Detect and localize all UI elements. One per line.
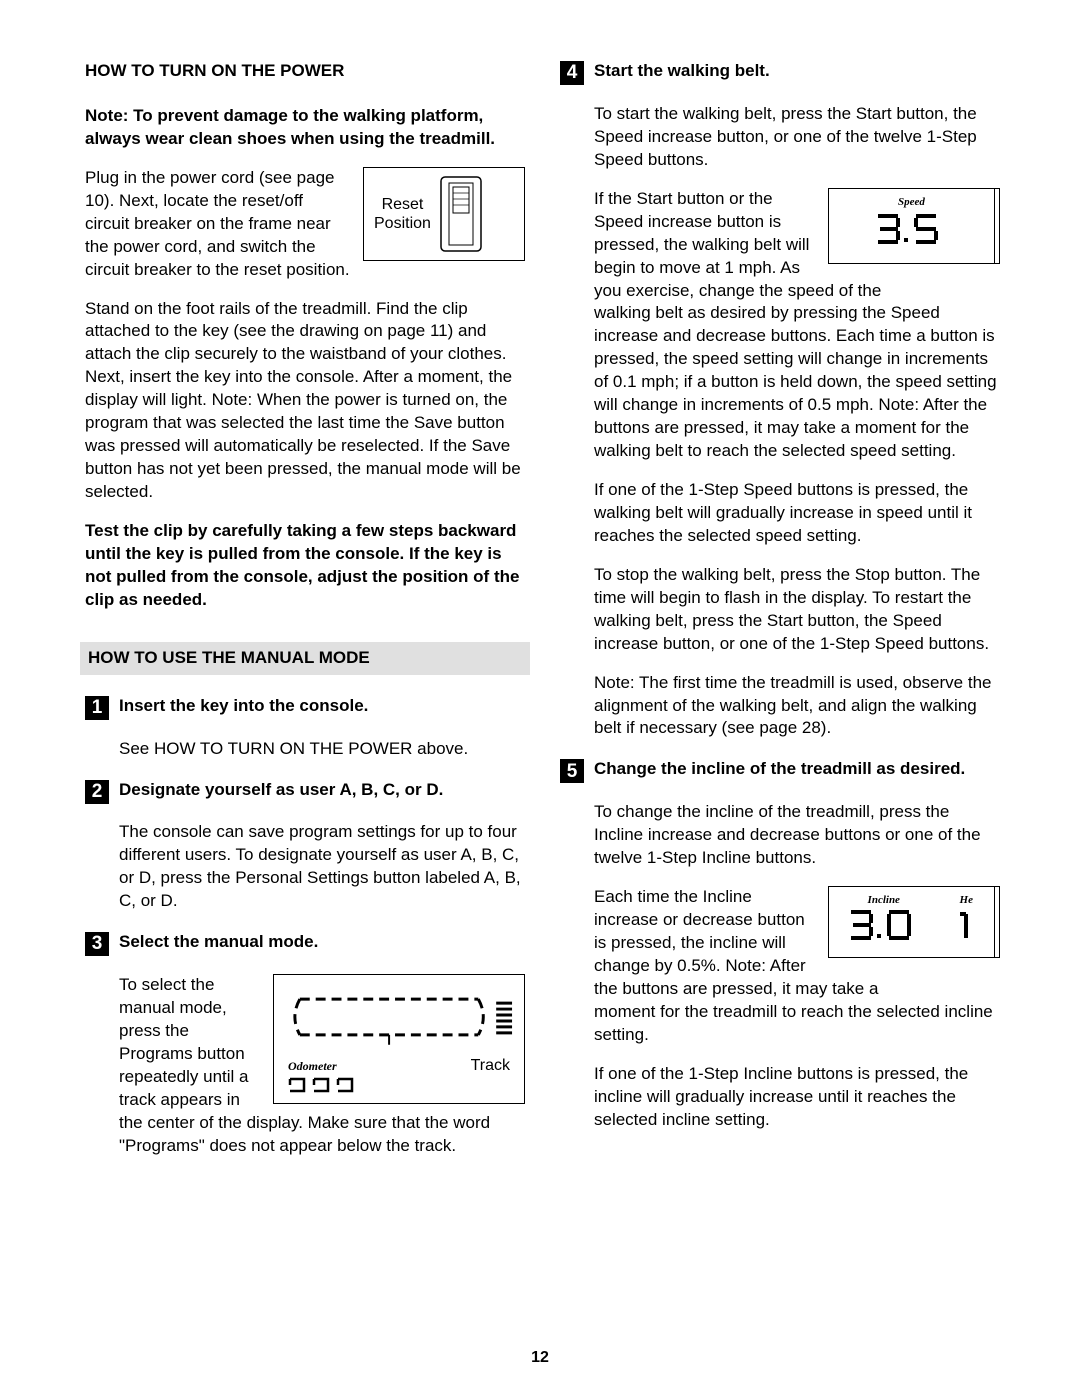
manual-page: HOW TO TURN ON THE POWER Note: To preven… [0, 0, 1080, 1216]
step-2-body: The console can save program settings fo… [119, 821, 525, 913]
speed-caption: Speed [829, 195, 994, 210]
track-icon [280, 981, 518, 1051]
step-5-p3: If one of the 1-Step Incline buttons is … [594, 1063, 1000, 1132]
incline-display-figure: Incline [828, 886, 1000, 958]
step-number: 3 [85, 932, 109, 956]
power-p2: Stand on the foot rails of the treadmill… [85, 298, 525, 504]
step-5-body: To change the incline of the treadmill, … [594, 801, 1000, 1131]
step-title: Insert the key into the console. [119, 695, 368, 718]
step-number: 4 [560, 61, 584, 85]
step-4-p4: To stop the walking belt, press the Stop… [594, 564, 1000, 656]
power-p3: Test the clip by carefully taking a few … [85, 520, 525, 612]
step-4: 4 Start the walking belt. [560, 60, 1000, 93]
step-number: 5 [560, 759, 584, 783]
he-caption: He [956, 893, 976, 908]
step-3-body: Odometer Track To select the manual mode… [119, 974, 525, 1158]
speed-value [829, 212, 994, 255]
step-title: Designate yourself as user A, B, C, or D… [119, 779, 443, 802]
step-title: Change the incline of the treadmill as d… [594, 758, 965, 781]
incline-caption: Incline [847, 893, 921, 908]
incline-value-icon [847, 908, 921, 942]
step-1: 1 Insert the key into the console. [85, 695, 525, 728]
power-note: Note: To prevent damage to the walking p… [85, 105, 525, 151]
step-3: 3 Select the manual mode. [85, 931, 525, 964]
step-4-p3: If one of the 1-Step Speed buttons is pr… [594, 479, 1000, 548]
step-5: 5 Change the incline of the treadmill as… [560, 758, 1000, 791]
heading-power: HOW TO TURN ON THE POWER [85, 60, 525, 83]
step-4-body: To start the walking belt, press the Sta… [594, 103, 1000, 740]
heading-manual-mode: HOW TO USE THE MANUAL MODE [80, 642, 530, 675]
step-2: 2 Designate yourself as user A, B, C, or… [85, 779, 525, 812]
speed-display-figure: Speed [828, 188, 1000, 264]
step-title: Start the walking belt. [594, 60, 770, 83]
track-display-figure: Odometer Track [273, 974, 525, 1104]
odometer-label: Odometer [288, 1058, 337, 1074]
step-1-body: See HOW TO TURN ON THE POWER above. [119, 738, 525, 761]
reset-label: Reset Position [374, 195, 431, 233]
reset-switch-figure: Reset Position [363, 167, 525, 261]
step-title: Select the manual mode. [119, 931, 318, 954]
step-number: 2 [85, 780, 109, 804]
step-5-p2b: moment for the treadmill to reach the se… [594, 1002, 993, 1044]
page-number: 12 [0, 1347, 1080, 1369]
right-column: 4 Start the walking belt. To start the w… [560, 60, 1000, 1176]
odometer-digits-icon [288, 1077, 356, 1097]
step-number: 1 [85, 696, 109, 720]
he-value-icon [956, 908, 976, 942]
step-4-p2b: walking belt as desired by pressing the … [594, 303, 997, 460]
track-label: Track [471, 1055, 510, 1077]
left-column: HOW TO TURN ON THE POWER Note: To preven… [85, 60, 525, 1176]
reset-switch-icon [439, 175, 483, 253]
step-4-p5: Note: The first time the treadmill is us… [594, 672, 1000, 741]
step-5-p1: To change the incline of the treadmill, … [594, 801, 1000, 870]
step-4-p1: To start the walking belt, press the Sta… [594, 103, 1000, 172]
